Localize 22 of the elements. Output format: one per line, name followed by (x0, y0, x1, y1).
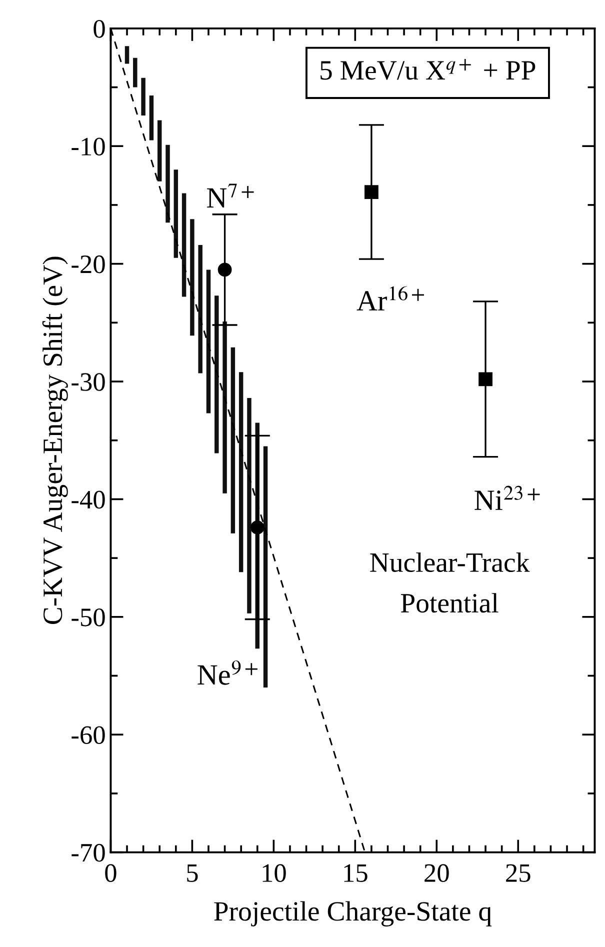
annotation: 5 MeV/u X$^{q+}$ + PP (320, 59, 536, 80)
x-tick-label: 10 (262, 864, 286, 882)
annotation: Nuclear-Track Potential (370, 552, 530, 613)
y-tick-label: -10 (72, 138, 105, 156)
x-tick-label: 15 (344, 864, 368, 882)
x-axis-title: Projectile Charge-State q (214, 901, 492, 926)
annotation: N$^{7+}$ (206, 184, 254, 208)
annotation: Ar$^{16+}$ (356, 286, 424, 310)
y-tick-label: -20 (72, 255, 105, 274)
y-tick-label: -60 (72, 726, 105, 744)
y-tick-label: -30 (72, 373, 105, 391)
y-tick-label: -40 (72, 490, 105, 509)
annotation: Ni$^{23+}$ (474, 486, 540, 510)
y-tick-label: -50 (72, 608, 105, 626)
y-axis-title: C-KVV Auger-Energy Shift (eV) (42, 256, 68, 624)
x-tick-label: 5 (187, 864, 198, 882)
annotation: Ne$^{9+}$ (198, 660, 258, 685)
x-tick-label: 0 (105, 864, 116, 882)
x-tick-label: 20 (424, 864, 449, 882)
x-tick-label: 25 (506, 864, 530, 882)
y-tick-label: 0 (94, 20, 105, 38)
y-tick-label: -70 (72, 844, 105, 862)
